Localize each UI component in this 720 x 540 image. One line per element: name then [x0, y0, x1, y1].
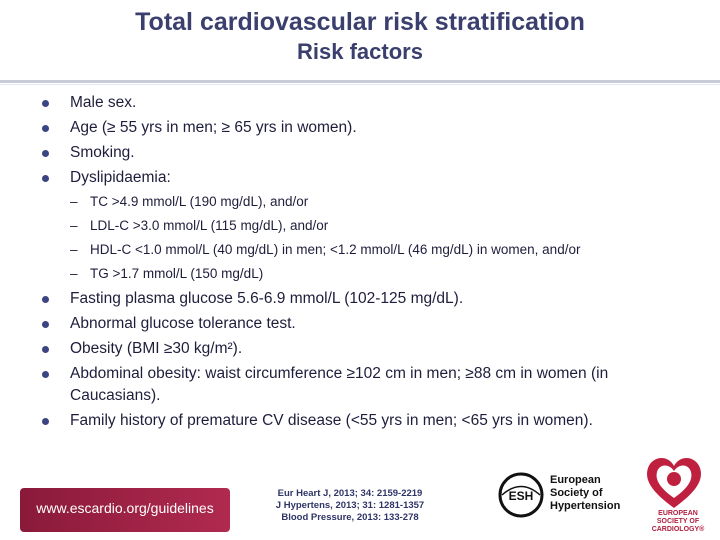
header-divider: [0, 80, 720, 83]
reference-line: Blood Pressure, 2013: 133-278: [281, 512, 419, 523]
risk-factor-list: Male sex. Age (≥ 55 yrs in men; ≥ 65 yrs…: [38, 92, 698, 435]
list-item: Obesity (BMI ≥30 kg/m²).: [38, 338, 698, 360]
bullet-icon: [42, 321, 49, 328]
esh-name-line: European: [550, 474, 601, 486]
sub-list-item: – TC >4.9 mmol/L (190 mg/dL), and/or: [38, 192, 698, 212]
esh-name: European Society of Hypertension: [550, 474, 620, 513]
bullet-icon: [42, 150, 49, 157]
esh-logo-icon: ESH: [498, 472, 544, 518]
sub-list-item: – TG >1.7 mmol/L (150 mg/dL): [38, 264, 698, 284]
esc-name-line: SOCIETY OF: [656, 518, 700, 525]
dash-marker: –: [70, 242, 78, 257]
list-item: Family history of premature CV disease (…: [38, 410, 698, 432]
list-item: Age (≥ 55 yrs in men; ≥ 65 yrs in women)…: [38, 117, 698, 139]
sub-list-item-text: TC >4.9 mmol/L (190 mg/dL), and/or: [90, 194, 309, 209]
esh-name-line: Society of: [550, 487, 603, 499]
sub-list-item-text: LDL-C >3.0 mmol/L (115 mg/dL), and/or: [90, 218, 329, 233]
esc-name-line: EUROPEAN: [658, 510, 698, 517]
bullet-icon: [42, 346, 49, 353]
dash-marker: –: [70, 194, 78, 209]
dash-marker: –: [70, 218, 78, 233]
guidelines-link[interactable]: www.escardio.org/guidelines: [36, 500, 214, 516]
sub-list-item-text: TG >1.7 mmol/L (150 mg/dL): [90, 266, 264, 281]
list-item-text: Abdominal obesity: waist circumference ≥…: [70, 365, 609, 404]
title-block: Total cardiovascular risk stratification…: [0, 6, 720, 66]
esh-abbrev: ESH: [509, 489, 534, 503]
list-item: Abdominal obesity: waist circumference ≥…: [38, 363, 698, 407]
page-subtitle: Risk factors: [297, 39, 423, 64]
bullet-icon: [42, 371, 49, 378]
list-item-text: Abnormal glucose tolerance test.: [70, 315, 296, 332]
header-divider-shadow: [0, 84, 720, 85]
list-item: Fasting plasma glucose 5.6-6.9 mmol/L (1…: [38, 288, 698, 310]
bullet-icon: [42, 100, 49, 107]
reference-line: Eur Heart J, 2013; 34: 2159-2219: [277, 488, 423, 499]
list-item-text: Obesity (BMI ≥30 kg/m²).: [70, 340, 243, 357]
list-item: Male sex.: [38, 92, 698, 114]
footer-url-band: [20, 488, 230, 532]
list-item-text: Fasting plasma glucose 5.6-6.9 mmol/L (1…: [70, 290, 464, 307]
esc-name: EUROPEAN SOCIETY OF CARDIOLOGY®: [640, 510, 716, 534]
sub-list-item-text: HDL-C <1.0 mmol/L (40 mg/dL) in men; <1.…: [90, 242, 581, 257]
bullet-icon: [42, 418, 49, 425]
list-item-text: Smoking.: [70, 144, 135, 161]
sub-list-item: – LDL-C >3.0 mmol/L (115 mg/dL), and/or: [38, 216, 698, 236]
list-item: Dyslipidaemia:: [38, 167, 698, 189]
page-title: Total cardiovascular risk stratification: [135, 8, 585, 36]
reference-line: J Hypertens, 2013; 31: 1281-1357: [275, 500, 425, 511]
bullet-icon: [42, 296, 49, 303]
bullet-icon: [42, 125, 49, 132]
list-item-text: Male sex.: [70, 94, 137, 111]
list-item-text: Age (≥ 55 yrs in men; ≥ 65 yrs in women)…: [70, 119, 357, 136]
esc-heart-logo-icon: [647, 457, 701, 508]
list-item-text: Dyslipidaemia:: [70, 169, 171, 186]
sub-list-item: – HDL-C <1.0 mmol/L (40 mg/dL) in men; <…: [38, 240, 698, 260]
list-item-text: Family history of premature CV disease (…: [70, 412, 593, 429]
references: Eur Heart J, 2013; 34: 2159-2219 J Hyper…: [250, 488, 450, 524]
esc-name-line: CARDIOLOGY®: [651, 526, 705, 533]
list-item: Abnormal glucose tolerance test.: [38, 313, 698, 335]
dash-marker: –: [70, 266, 78, 281]
list-item: Smoking.: [38, 142, 698, 164]
esh-name-line: Hypertension: [550, 500, 621, 512]
bullet-icon: [42, 175, 49, 182]
